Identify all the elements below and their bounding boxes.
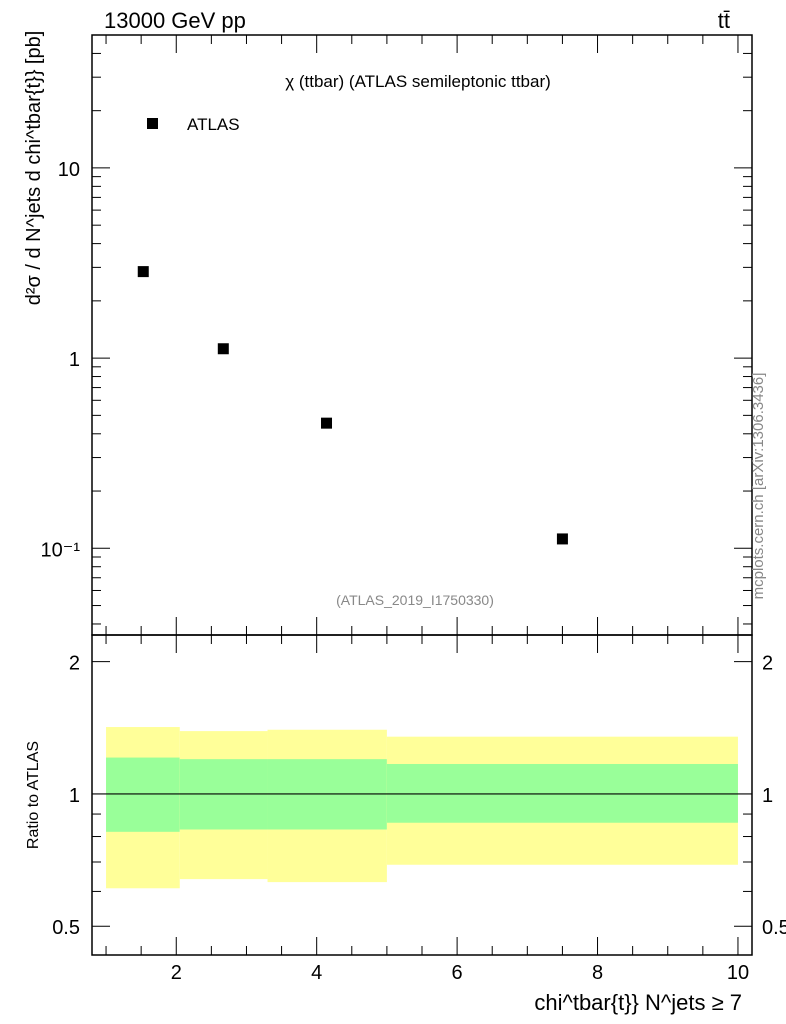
main-y-tick-labels: 10⁻¹ 1 10: [41, 159, 81, 561]
x-axis-label: chi^tbar{t}} N^jets ≥ 7: [534, 990, 742, 1015]
x-tick-label: 4: [311, 962, 322, 984]
data-point: [321, 417, 333, 429]
main-data-points: [137, 266, 568, 545]
ratio-panel: 0.5 0.5 1 1 2 2 2 4 6 8 10 Ratio to ATLAS chi^tba…: [25, 634, 786, 1015]
energy-label: 13000 GeV pp: [104, 8, 246, 33]
ratio-y-tick-label-left: 2: [69, 653, 80, 675]
ratio-bands: [106, 727, 738, 889]
analysis-id: (ATLAS_2019_I1750330): [336, 592, 494, 608]
x-tick-label: 2: [171, 962, 182, 984]
ratio-ticks: [92, 635, 752, 955]
ratio-y-tick-label-right: 0.5: [762, 917, 786, 939]
chart-title: χ (ttbar) (ATLAS semileptonic ttbar): [285, 72, 551, 91]
ratio-y-tick-label-left: 1: [69, 785, 80, 807]
ratio-y-tick-label-right: 2: [762, 653, 773, 675]
x-tick-label: 8: [592, 962, 603, 984]
x-tick-label: 10: [727, 962, 749, 984]
main-y-tick-label: 10: [58, 159, 80, 181]
legend: ATLAS: [147, 115, 240, 134]
main-y-tick-label: 1: [69, 349, 80, 371]
ratio-y-axis-label: Ratio to ATLAS: [25, 741, 42, 849]
main-ticks: [92, 34, 752, 635]
data-point: [217, 343, 229, 355]
data-point: [137, 266, 149, 278]
data-point: [556, 533, 568, 545]
main-y-axis-label: d²σ / d N^jets d chi^tbar{t}} [pb]: [23, 31, 45, 306]
ratio-y-tick-labels: 0.5 0.5 1 1 2 2: [52, 653, 786, 940]
main-y-tick-label: 10⁻¹: [41, 539, 81, 561]
process-label: tt̄: [718, 8, 730, 33]
main-panel: 10⁻¹ 1 10 χ (ttbar) (ATLAS semileptonic tt…: [23, 31, 753, 636]
watermark: mcplots.cern.ch [arXiv:1306.3436]: [750, 373, 767, 600]
x-tick-labels: 2 4 6 8 10: [171, 962, 749, 984]
ratio-y-tick-label-right: 1: [762, 785, 773, 807]
x-tick-label: 6: [452, 962, 463, 984]
ratio-y-tick-label-left: 0.5: [52, 917, 80, 939]
legend-label-atlas: ATLAS: [187, 115, 240, 134]
ratio-inner-band: [106, 757, 180, 832]
legend-marker-atlas: [147, 118, 158, 129]
